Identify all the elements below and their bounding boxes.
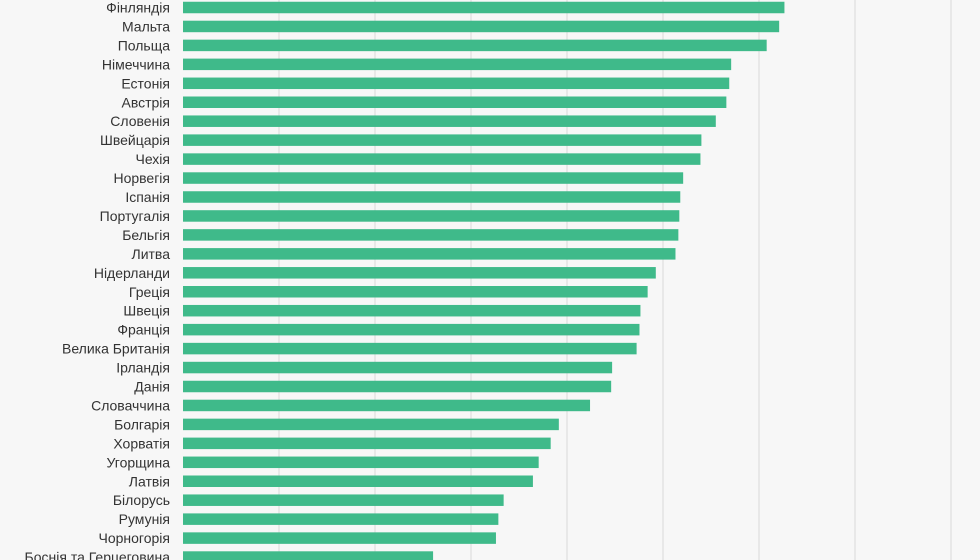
bar <box>183 58 732 71</box>
bar <box>183 248 676 260</box>
category-label: Ірландія <box>116 360 170 376</box>
bar <box>183 456 539 469</box>
bar <box>183 77 730 90</box>
category-label: Велика Британія <box>62 341 170 357</box>
bar <box>183 134 702 146</box>
bar <box>183 191 681 203</box>
category-label: Данія <box>134 379 170 395</box>
category-label: Португалія <box>100 208 170 224</box>
category-label: Румунія <box>119 511 170 527</box>
category-label: Греція <box>129 284 170 300</box>
bar <box>183 513 499 525</box>
category-label: Болгарія <box>114 416 170 432</box>
category-label: Швейцарія <box>100 132 170 148</box>
category-labels: Фінляндія Мальта Польща Німеччина Естонія Авс… <box>25 0 171 560</box>
bar <box>183 475 533 487</box>
bar <box>183 304 641 317</box>
category-label: Норвегія <box>113 170 170 186</box>
category-label: Чорногорія <box>99 530 170 546</box>
category-label: Чехія <box>135 151 170 167</box>
bar <box>183 229 679 241</box>
bar <box>183 172 684 184</box>
category-label: Нідерланди <box>94 265 170 281</box>
category-label: Іспанія <box>125 189 170 205</box>
bar <box>183 380 612 393</box>
bar <box>183 494 504 506</box>
bars <box>183 1 785 560</box>
category-label: Латвія <box>129 473 170 489</box>
category-label: Фінляндія <box>106 0 170 16</box>
bar <box>183 551 434 560</box>
category-label: Німеччина <box>102 56 170 72</box>
category-label: Хорватія <box>113 435 170 451</box>
bar <box>183 1 785 14</box>
bar <box>183 323 640 336</box>
bar <box>183 437 551 450</box>
category-label: Франція <box>117 322 170 338</box>
category-label: Литва <box>132 246 171 262</box>
bar <box>183 39 767 52</box>
category-label: Польща <box>118 37 171 53</box>
bar <box>183 20 780 33</box>
bar <box>183 153 701 165</box>
category-label: Білорусь <box>113 492 170 508</box>
bar <box>183 532 496 544</box>
category-label: Мальта <box>122 18 170 34</box>
bar <box>183 342 637 355</box>
category-label: Словенія <box>110 113 170 129</box>
bar <box>183 418 559 431</box>
category-label: Угорщина <box>107 454 171 470</box>
gridlines <box>278 0 952 560</box>
bar <box>183 399 591 412</box>
category-label: Австрія <box>121 94 170 110</box>
category-label: Боснія та Герцеговина <box>25 549 171 560</box>
bar <box>183 286 648 298</box>
bar <box>183 267 656 279</box>
category-label: Словаччина <box>91 397 170 413</box>
category-label: Бельгія <box>122 227 170 243</box>
category-label: Естонія <box>121 75 170 91</box>
bar <box>183 115 716 127</box>
bar <box>183 96 727 108</box>
bar <box>183 210 680 222</box>
bar <box>183 361 613 374</box>
category-label: Швеція <box>123 303 170 319</box>
